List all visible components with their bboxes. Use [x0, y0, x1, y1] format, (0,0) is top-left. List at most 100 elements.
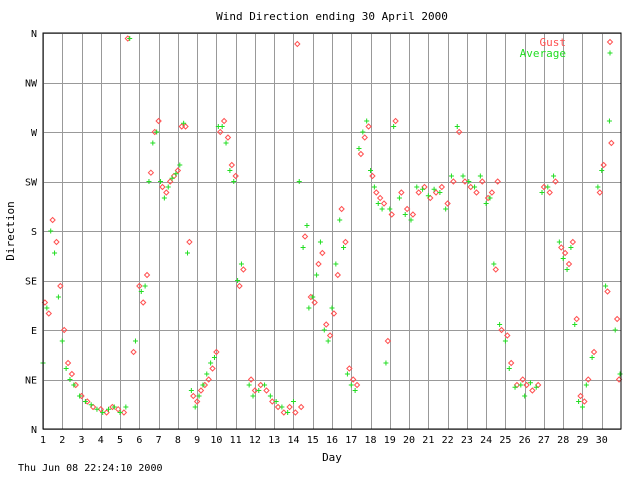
average-point: [487, 195, 493, 201]
gust-point: [269, 398, 276, 405]
average-point: [250, 393, 256, 399]
x-tick-label: 12: [249, 435, 261, 446]
gust-point: [155, 117, 162, 125]
average-point: [146, 179, 152, 184]
average-point: [267, 393, 273, 399]
gust-point: [263, 387, 270, 394]
average-point: [223, 140, 229, 146]
average-point: [391, 124, 397, 129]
gust-point: [498, 326, 505, 334]
average-point: [127, 36, 133, 41]
average-point: [483, 201, 489, 206]
average-point: [375, 201, 381, 206]
gust-point: [57, 282, 64, 290]
average-point: [82, 399, 88, 404]
average-point: [408, 217, 414, 223]
gust-point: [193, 398, 201, 405]
average-point: [173, 171, 179, 177]
average-point: [185, 250, 190, 256]
gust-point: [388, 211, 395, 218]
average-point: [595, 184, 601, 190]
gust-point: [455, 128, 463, 136]
x-tick-label: 17: [345, 435, 357, 446]
legend-gust-marker: [606, 38, 614, 46]
y-tick-label: N: [31, 425, 37, 436]
average-point: [396, 195, 402, 201]
gust-point: [286, 403, 293, 411]
gust-point: [519, 376, 526, 383]
y-tick-label: N: [31, 29, 37, 40]
average-point: [368, 168, 374, 173]
gust-point: [139, 299, 147, 306]
legend-gust-label: Gust: [540, 36, 567, 49]
average-point: [402, 212, 408, 217]
gust-point: [608, 139, 615, 147]
gust-point: [398, 189, 405, 196]
x-tick-label: 25: [499, 435, 511, 446]
average-point: [437, 190, 443, 195]
average-point: [123, 404, 129, 410]
gust-point: [174, 167, 182, 174]
average-point: [262, 382, 268, 388]
gust-point: [409, 211, 417, 218]
gust-point: [546, 189, 553, 196]
average-point: [48, 228, 54, 234]
average-point: [383, 360, 389, 366]
average-point: [466, 179, 472, 184]
gust-point: [403, 205, 411, 213]
y-tick-label: W: [31, 128, 38, 139]
y-axis-ticks: N NE E SE S SW W NW N: [25, 29, 38, 436]
gust-point: [190, 392, 197, 400]
average-point: [579, 404, 585, 410]
average-point: [576, 399, 582, 404]
average-point: [169, 175, 175, 181]
x-tick-label: 4: [98, 435, 104, 446]
average-point: [337, 217, 343, 223]
gust-point: [315, 260, 322, 268]
y-tick-label: NW: [25, 79, 38, 90]
average-point: [111, 404, 117, 410]
average-point: [165, 184, 171, 190]
gust-point: [197, 387, 205, 394]
average-point: [364, 118, 370, 124]
gust-point: [297, 403, 305, 411]
gust-point: [444, 200, 451, 207]
x-tick-label: 14: [287, 435, 299, 446]
average-point: [88, 402, 94, 408]
average-point: [63, 366, 69, 371]
average-point: [256, 388, 262, 393]
gust-point: [143, 271, 151, 279]
gust-point: [224, 134, 232, 141]
x-tick-label: 22: [442, 435, 454, 446]
gust-point: [596, 189, 604, 196]
average-point: [371, 184, 377, 190]
average-point: [568, 245, 574, 250]
gust-point: [577, 392, 584, 400]
average-point: [348, 382, 354, 388]
gust-point: [159, 183, 166, 191]
average-point: [341, 245, 347, 250]
average-point: [67, 377, 73, 382]
gust-point: [461, 178, 469, 185]
plot-frame: [42, 32, 622, 430]
average-point: [188, 388, 194, 393]
average-point: [317, 239, 323, 245]
gust-point: [232, 172, 239, 180]
gust-point: [479, 178, 486, 185]
x-tick-label: 15: [307, 435, 319, 446]
gust-point: [357, 150, 365, 158]
average-point: [142, 283, 148, 289]
y-tick-label: S: [31, 227, 37, 238]
average-point: [55, 294, 61, 300]
gust-point: [240, 266, 247, 273]
gust-point: [353, 381, 361, 389]
x-axis-ticks: 1 2 3 4 5 6 7 8 9 10 11 12 13 14 15 16 17 18 19 20 21 22 23 24 2…: [40, 435, 608, 446]
average-point: [472, 184, 478, 190]
average-point: [356, 146, 362, 151]
average-point: [154, 129, 160, 135]
x-tick-label: 6: [136, 435, 142, 446]
x-tick-label: 30: [596, 435, 608, 446]
average-point: [425, 193, 431, 199]
average-point: [551, 173, 557, 179]
gust-point: [68, 370, 76, 378]
